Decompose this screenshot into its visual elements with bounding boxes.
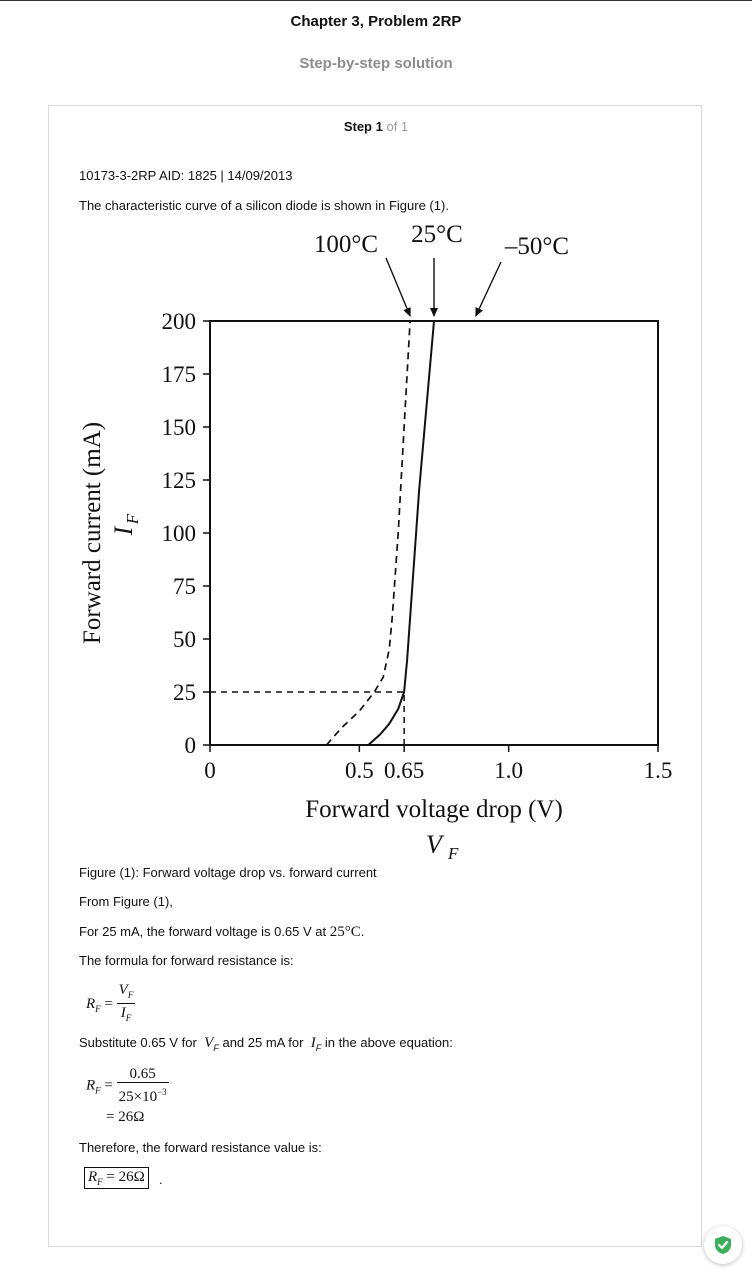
solution-subtitle: Step-by-step solution: [299, 55, 453, 72]
x-tick-label: 1.0: [494, 758, 523, 783]
y-axis-symbol: I: [109, 525, 138, 536]
step-total: of 1: [386, 119, 409, 134]
substitute-part-1: Substitute 0.65 V for: [79, 1035, 197, 1050]
x-axis-title: Forward voltage drop (V): [305, 796, 563, 823]
x-axis-symbol-sub: F: [447, 844, 459, 863]
y-tick-label: 25: [173, 680, 196, 705]
substituted-fraction: 0.65 25×10−3: [116, 1066, 169, 1106]
curve-label: 100°C: [314, 231, 378, 258]
y-tick-label: 0: [185, 733, 197, 758]
step-indicator: Step 1 of 1: [0, 119, 752, 134]
formula-fraction: VF IF: [116, 982, 136, 1023]
equation-result: = 26Ω: [106, 1109, 145, 1125]
y-tick-label: 150: [162, 415, 197, 440]
y-tick-label: 200: [162, 309, 197, 334]
x-axis-symbol: V: [426, 830, 445, 859]
y-tick-label: 50: [173, 627, 196, 652]
figure-caption: Figure (1): Forward voltage drop vs. for…: [79, 865, 377, 880]
series-line-100c: [325, 320, 411, 746]
x-tick-label: 0: [204, 758, 216, 783]
equation-numerator: 0.65: [116, 1066, 169, 1083]
plot-frame: [209, 320, 659, 746]
equation-exponent: −3: [157, 1087, 167, 1097]
intro-text: The characteristic curve of a silicon di…: [79, 198, 449, 213]
x-tick-label: 0.5: [345, 758, 374, 783]
meta-line: 10173-3-2RP AID: 1825 | 14/09/2013: [79, 168, 293, 183]
substitute-part-3: in the above equation:: [324, 1035, 453, 1050]
page-title: Chapter 3, Problem 2RP: [290, 13, 462, 30]
y-tick-label: 75: [173, 574, 196, 599]
from-figure-text: From Figure (1),: [79, 894, 173, 909]
top-border: [0, 0, 752, 1]
substitute-text: Substitute 0.65 V for VF and 25 mA for I…: [79, 1035, 453, 1053]
y-axis-title: Forward current (mA): [79, 422, 106, 644]
final-answer-box: RF = 26Ω: [84, 1167, 149, 1189]
final-period: .: [159, 1172, 163, 1187]
substitute-part-2: and 25 mA for: [222, 1035, 304, 1050]
equation-denominator: 25×10: [118, 1089, 158, 1105]
resistance-formula: RF = VF IF: [86, 982, 136, 1027]
series-line-25c: [367, 320, 435, 746]
curve-label: 25°C: [411, 221, 463, 248]
therefore-text: Therefore, the forward resistance value …: [79, 1140, 322, 1155]
curve-label-arrow: [475, 261, 502, 317]
temperature-value: 25°C: [329, 924, 361, 940]
forward-voltage-text: For 25 mA, the forward voltage is 0.65 V…: [79, 924, 365, 940]
forward-voltage-sentence: For 25 mA, the forward voltage is 0.65 V…: [79, 924, 327, 939]
y-tick-label: 175: [162, 362, 197, 387]
x-tick-label: 0.65: [384, 758, 424, 783]
final-answer-value: = 26Ω: [106, 1169, 145, 1185]
y-tick-label: 100: [162, 521, 197, 546]
shield-check-icon: [715, 1236, 731, 1254]
security-badge-button[interactable]: [704, 1226, 742, 1264]
step-number: Step 1: [343, 119, 383, 134]
y-tick-label: 125: [162, 468, 197, 493]
x-tick-label: 1.5: [644, 758, 673, 783]
y-axis-symbol-sub: F: [123, 513, 142, 525]
diode-characteristic-chart: 0 25 50 75 100 125 150 175 200 0 0.5 0.65 1.0 1.5 100°…: [79, 221, 673, 863]
curve-label-arrow: [385, 257, 411, 317]
curve-label: –50°C: [504, 233, 569, 260]
substituted-equation: RF = 0.65 25×10−3: [86, 1066, 169, 1106]
formula-intro-text: The formula for forward resistance is:: [79, 953, 294, 968]
solution-card: [48, 105, 702, 1247]
